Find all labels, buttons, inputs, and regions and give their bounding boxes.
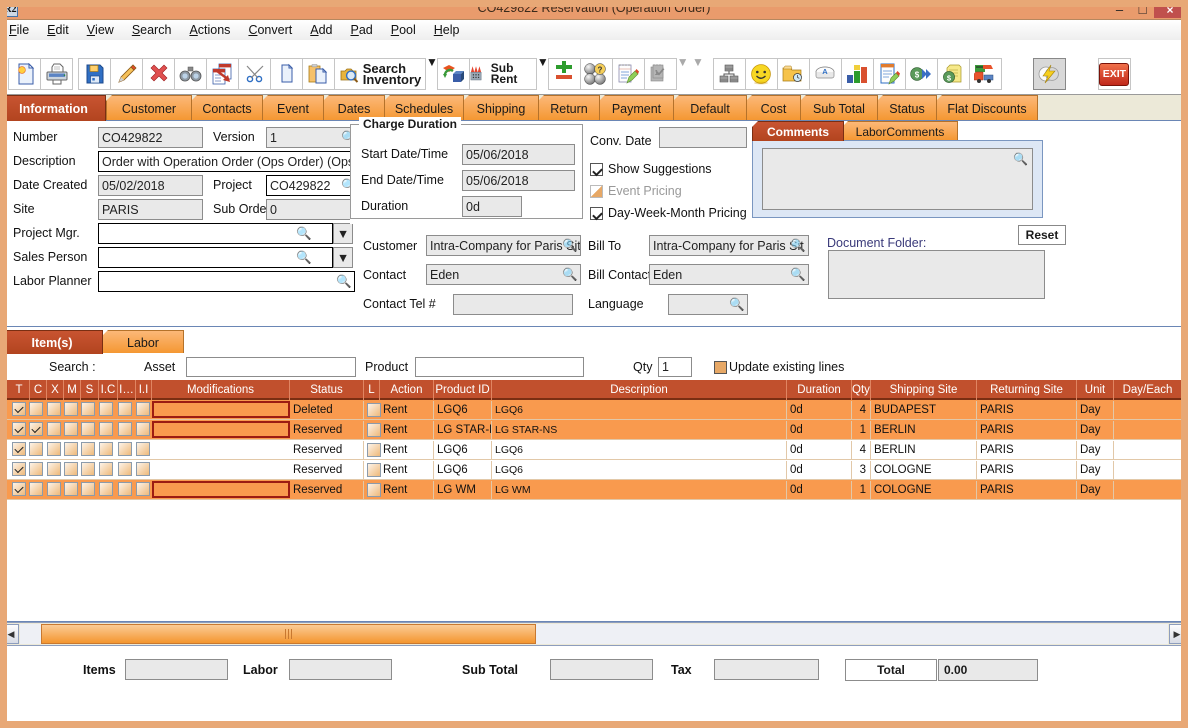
- svg-text:?: ?: [598, 66, 603, 75]
- svg-text:A: A: [823, 67, 829, 76]
- svg-text:$: $: [915, 71, 920, 80]
